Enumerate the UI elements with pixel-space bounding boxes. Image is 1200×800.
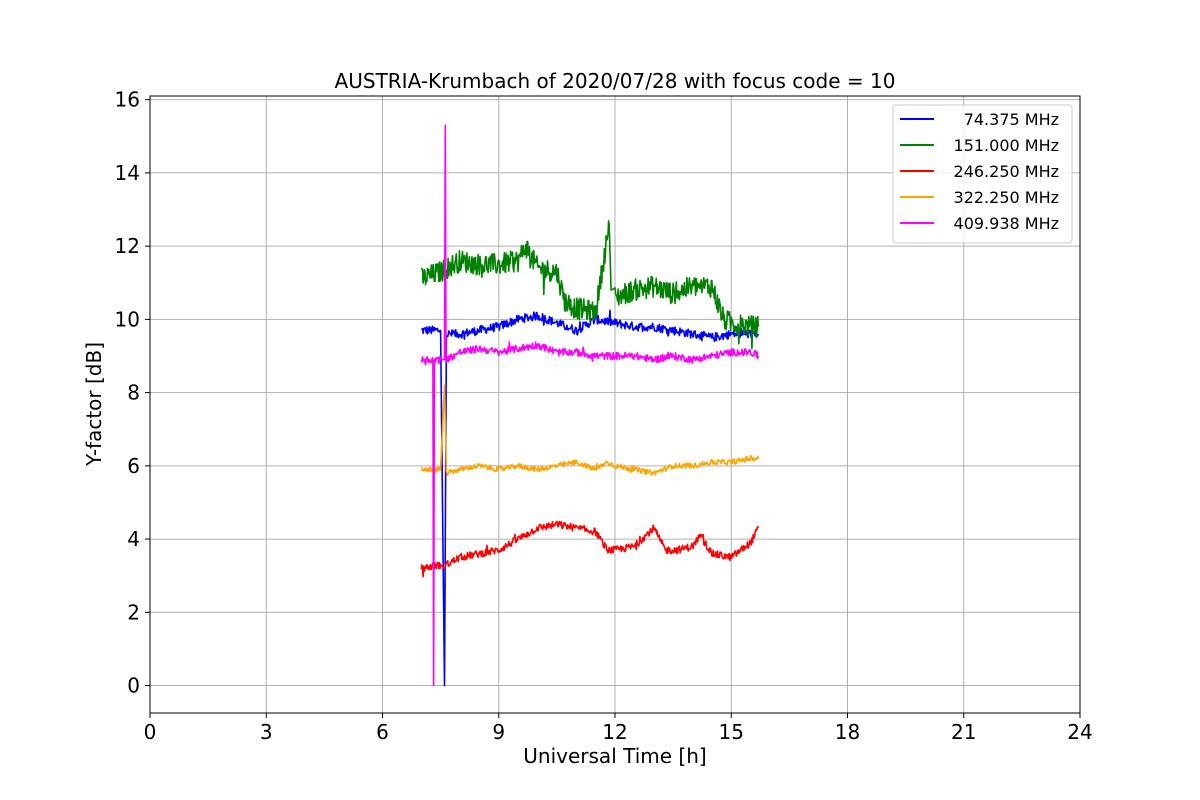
y-tick-label: 10 xyxy=(115,307,140,331)
plot-area xyxy=(420,124,760,687)
series-line-4 xyxy=(421,384,760,476)
y-tick-label: 2 xyxy=(127,600,140,624)
x-tick-label: 21 xyxy=(951,720,976,744)
legend-entry: 74.375 MHz xyxy=(964,110,1059,129)
x-tick-label: 18 xyxy=(835,720,860,744)
x-tick-label: 0 xyxy=(144,720,157,744)
x-tick-label: 6 xyxy=(376,720,389,744)
x-axis-label: Universal Time [h] xyxy=(523,744,706,768)
y-tick-label: 0 xyxy=(127,674,140,698)
y-axis-label: Y-factor [dB] xyxy=(82,342,106,467)
chart-title: AUSTRIA-Krumbach of 2020/07/28 with focu… xyxy=(335,69,896,93)
series-line-3 xyxy=(420,520,760,578)
legend: 74.375 MHz 151.000 MHz 246.250 MHz 322.250 … xyxy=(892,104,1073,244)
legend-entry: 246.250 MHz xyxy=(954,162,1059,181)
y-tick-label: 8 xyxy=(127,381,140,405)
x-tick-label: 24 xyxy=(1067,720,1092,744)
series-line-1 xyxy=(421,309,760,687)
x-tick-label: 9 xyxy=(492,720,505,744)
y-tick-label: 6 xyxy=(127,454,140,478)
x-tick-label: 15 xyxy=(719,720,744,744)
grid xyxy=(149,96,1081,713)
legend-entry: 151.000 MHz xyxy=(954,136,1059,155)
legend-entry: 409.938 MHz xyxy=(954,214,1059,233)
y-tick-label: 12 xyxy=(115,234,140,258)
x-tick-label: 12 xyxy=(602,720,627,744)
legend-box xyxy=(892,104,1073,244)
y-tick-label: 14 xyxy=(115,161,140,185)
series-line-5 xyxy=(420,124,760,687)
legend-entry: 322.250 MHz xyxy=(954,188,1059,207)
y-tick-label: 4 xyxy=(127,527,140,551)
x-tick-label: 3 xyxy=(260,720,273,744)
series-line-2 xyxy=(420,220,760,350)
y-tick-label: 16 xyxy=(115,88,140,112)
